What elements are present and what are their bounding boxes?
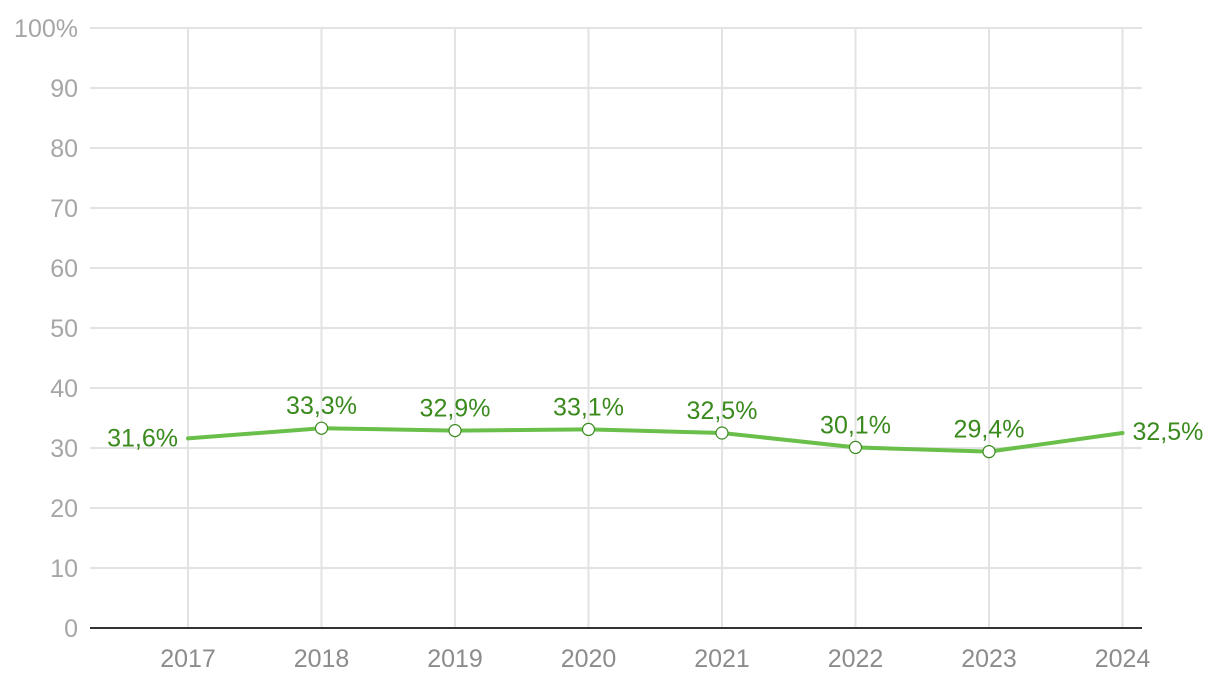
x-tick-label: 2023 [961,645,1017,673]
x-tick-label: 2017 [160,645,216,673]
x-tick-label: 2022 [828,645,884,673]
x-tick-label: 2021 [694,645,750,673]
data-label: 32,5% [1133,418,1204,446]
data-point-marker [581,422,596,436]
y-tick-label: 0 [64,615,78,643]
y-tick-label: 90 [50,75,78,103]
data-point-marker [314,421,329,435]
x-tick-label: 2024 [1095,645,1151,673]
data-label: 30,1% [820,411,891,439]
data-point-marker [982,445,996,459]
data-point-marker [715,426,729,440]
data-label: 29,4% [954,416,1025,444]
y-tick-label: 50 [50,315,78,343]
data-point-marker [448,424,462,438]
data-label: 32,9% [420,395,491,423]
series-layer [186,421,1125,459]
y-tick-label: 30 [50,435,78,463]
x-tick-label: 2020 [561,645,617,673]
series-line [186,426,1125,454]
x-tick-label: 2018 [294,645,350,673]
gridlines [90,27,1142,629]
y-tick-label: 40 [50,375,78,403]
y-tick-label: 70 [50,195,78,223]
data-labels: 31,6% 33,3% 32,9% 33,1% 32,5% 30,1% 29,4% 32,5% [107,392,1203,452]
y-tick-label: 20 [50,495,78,523]
data-label: 32,5% [687,397,758,425]
data-label: 33,3% [286,392,357,420]
y-tick-label: 10 [50,555,78,583]
y-tick-label: 80 [50,135,78,163]
data-label: 31,6% [107,424,178,452]
data-point-marker [848,440,863,454]
y-axis-tick-labels: 0 10 20 30 40 50 60 70 80 90 100% [14,15,78,643]
y-tick-label: 100% [14,15,78,43]
x-tick-label: 2019 [427,645,483,673]
y-tick-label: 60 [50,255,78,283]
x-axis-tick-labels: 2017 2018 2019 2020 2021 2022 2023 2024 [160,645,1150,673]
data-label: 33,1% [553,393,624,421]
